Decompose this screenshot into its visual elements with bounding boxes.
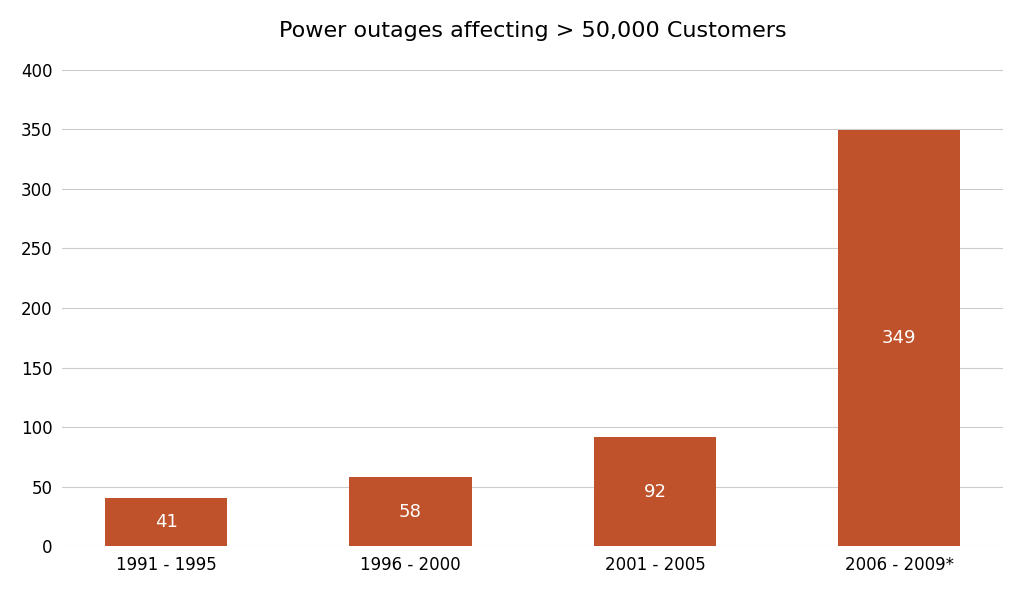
Bar — [594, 437, 716, 546]
Bar — [349, 477, 472, 546]
Text: 349: 349 — [882, 330, 916, 347]
Title: Power outages affecting > 50,000 Customers: Power outages affecting > 50,000 Custome… — [279, 21, 786, 41]
Text: 41: 41 — [155, 513, 177, 531]
Text: 92: 92 — [643, 483, 667, 500]
Bar — [839, 130, 961, 546]
Bar — [104, 497, 227, 546]
Text: 58: 58 — [399, 503, 422, 521]
